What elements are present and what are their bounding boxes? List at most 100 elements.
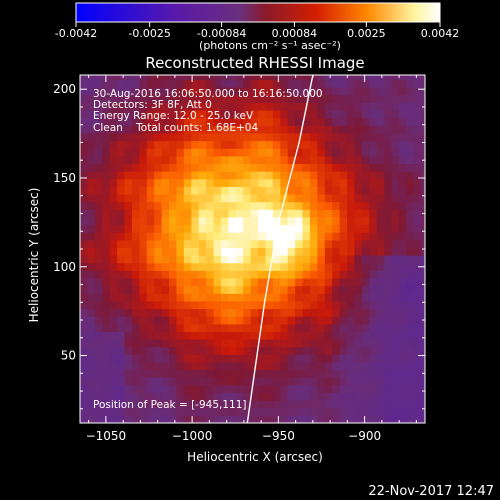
heatmap-pixel [295, 148, 304, 157]
heatmap-pixel [361, 339, 370, 348]
heatmap-pixel [272, 369, 281, 378]
heatmap-pixel [213, 239, 222, 248]
heatmap-pixel [228, 354, 237, 363]
heatmap-pixel [332, 87, 341, 96]
heatmap-pixel [332, 339, 341, 348]
heatmap-pixel [406, 224, 415, 233]
heatmap-pixel [287, 369, 296, 378]
heatmap-pixel [117, 354, 126, 363]
heatmap-pixel [421, 94, 425, 103]
heatmap-pixel [220, 339, 229, 348]
heatmap-pixel [421, 346, 425, 355]
heatmap-pixel [280, 415, 289, 423]
heatmap-pixel [183, 209, 192, 218]
heatmap-pixel [309, 140, 318, 149]
heatmap-pixel [258, 239, 267, 248]
heatmap-pixel [139, 331, 148, 340]
heatmap-pixel [376, 316, 385, 325]
heatmap-pixel [361, 316, 370, 325]
colorbar-tick-label: -0.0025 [128, 27, 170, 40]
heatmap-pixel [347, 392, 356, 401]
heatmap-pixel [191, 216, 200, 226]
heatmap-pixel [235, 369, 244, 378]
heatmap-pixel [176, 255, 185, 264]
heatmap-pixel [421, 109, 425, 119]
heatmap-pixel [250, 285, 259, 294]
heatmap-pixel [398, 377, 407, 386]
heatmap-pixel [272, 178, 281, 187]
heatmap-pixel [161, 125, 170, 134]
heatmap-pixel [139, 178, 148, 187]
heatmap-pixel [80, 239, 89, 248]
heatmap-pixel [391, 323, 400, 332]
heatmap-pixel [272, 400, 281, 409]
heatmap-pixel [206, 316, 215, 325]
heatmap-pixel [376, 369, 385, 378]
heatmap-pixel [398, 216, 407, 226]
heatmap-pixel [146, 201, 155, 210]
heatmap-pixel [354, 346, 363, 355]
heatmap-pixel [332, 277, 341, 287]
heatmap-pixel [258, 102, 267, 111]
heatmap-pixel [317, 270, 326, 279]
heatmap-pixel [94, 407, 103, 416]
heatmap-pixel [398, 270, 407, 279]
heatmap-pixel [339, 384, 348, 394]
heatmap-pixel [213, 132, 222, 142]
heatmap-pixel [361, 247, 370, 256]
heatmap-pixel [206, 384, 215, 394]
heatmap-pixel [87, 209, 96, 218]
heatmap-pixel [332, 392, 341, 401]
heatmap-pixel [406, 186, 415, 195]
heatmap-pixel [406, 361, 415, 371]
heatmap-pixel [287, 102, 296, 111]
heatmap-pixel [258, 255, 267, 264]
heatmap-pixel [339, 255, 348, 264]
heatmap-pixel [228, 209, 237, 218]
heatmap-pixel [361, 140, 370, 149]
heatmap-pixel [324, 193, 333, 203]
heatmap-pixel [406, 400, 415, 409]
heatmap-pixel [413, 163, 422, 172]
heatmap-pixel [369, 79, 378, 88]
heatmap-pixel [361, 377, 370, 386]
heatmap-pixel [295, 277, 304, 287]
heatmap-pixel [131, 140, 140, 149]
heatmap-pixel [302, 369, 311, 378]
heatmap-pixel [332, 377, 341, 386]
heatmap-pixel [272, 239, 281, 248]
heatmap-pixel [361, 155, 370, 165]
heatmap-pixel [124, 400, 133, 409]
heatmap-pixel [250, 125, 259, 134]
heatmap-pixel [117, 163, 126, 172]
heatmap-pixel [243, 293, 252, 302]
heatmap-pixel [80, 209, 89, 218]
heatmap-pixel [191, 109, 200, 119]
heatmap-pixel [139, 79, 148, 88]
heatmap-pixel [131, 384, 140, 394]
heatmap-pixel [213, 293, 222, 302]
heatmap-pixel [347, 140, 356, 149]
heatmap-pixel [258, 87, 267, 96]
heatmap-pixel [169, 293, 178, 302]
heatmap-pixel [154, 270, 163, 279]
heatmap-pixel [220, 102, 229, 111]
heatmap-pixel [280, 94, 289, 103]
heatmap-pixel [191, 171, 200, 180]
heatmap-pixel [258, 377, 267, 386]
heatmap-pixel [272, 339, 281, 348]
heatmap-pixel [324, 300, 333, 310]
heatmap-pixel [280, 361, 289, 371]
heatmap-pixel [265, 247, 274, 256]
heatmap-pixel [235, 178, 244, 187]
heatmap-pixel [421, 293, 425, 302]
heatmap-pixel [124, 369, 133, 378]
heatmap-pixel [94, 285, 103, 294]
heatmap-pixel [421, 216, 425, 226]
heatmap-pixel [369, 94, 378, 103]
heatmap-pixel [146, 148, 155, 157]
heatmap-pixel [332, 300, 341, 310]
heatmap-pixel [235, 377, 244, 386]
heatmap-pixel [146, 346, 155, 355]
